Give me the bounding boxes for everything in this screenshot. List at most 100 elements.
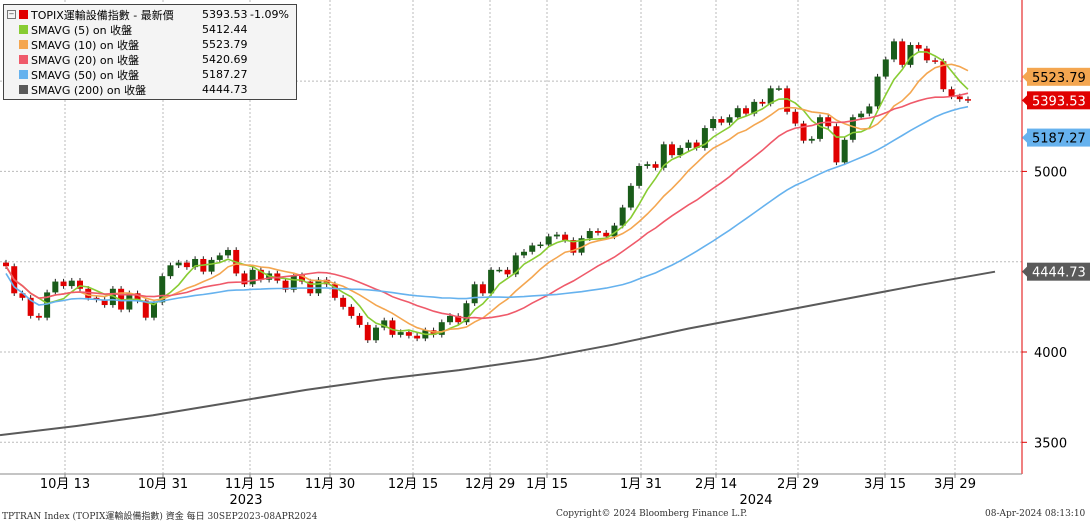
legend-row-sma200: SMAVG (200) on 收盤 4444.73 xyxy=(7,82,292,97)
candle-body xyxy=(282,280,289,290)
candle-body xyxy=(751,101,758,114)
x-tick-label: 2月 14 xyxy=(695,477,737,492)
candle-body xyxy=(405,332,412,336)
x-tick-label: 10月 31 xyxy=(138,477,188,492)
axis-tag-pointer xyxy=(1022,95,1027,106)
candle-body xyxy=(504,269,511,275)
legend-swatch-sma5 xyxy=(19,25,28,34)
candle-body xyxy=(759,101,766,104)
candle-body xyxy=(35,315,42,318)
legend-name-sma50: SMAVG (50) on 收盤 xyxy=(31,68,140,82)
x-tick-label: 12月 29 xyxy=(465,477,515,492)
candle-body xyxy=(77,280,83,289)
candle-body xyxy=(734,108,741,118)
candle-body xyxy=(669,144,675,156)
y-tick-label: 4000 xyxy=(1034,346,1067,361)
candle-body xyxy=(109,288,116,306)
footer-timestamp: 08-Apr-2024 08:13:10 xyxy=(985,509,1086,519)
candle-body xyxy=(216,255,223,260)
legend-change-main: -1.09% xyxy=(250,8,289,21)
legend-value-sma5: 5412.44 xyxy=(202,23,248,36)
axis-tag-label: 5187.27 xyxy=(1032,132,1086,147)
legend-value-sma10: 5523.79 xyxy=(202,38,248,51)
candle-body xyxy=(447,315,453,323)
axis-tag-label: 5393.53 xyxy=(1032,94,1086,109)
candle-body xyxy=(603,232,610,237)
candle-body xyxy=(858,113,865,118)
footer-source: TPTRAN Index (TOPIX運輸設備指數) 資金 每日 30SEP20… xyxy=(2,512,318,522)
axis-tag-bg xyxy=(1027,67,1090,86)
candle-body xyxy=(521,251,527,256)
candle-body xyxy=(800,123,807,141)
candle-body xyxy=(545,236,552,245)
candle-body xyxy=(27,297,34,316)
candle-body xyxy=(965,99,971,101)
candle-body xyxy=(151,302,157,318)
x-tick-label: 10月 13 xyxy=(40,477,90,492)
candle-body xyxy=(134,293,141,301)
candle-body xyxy=(767,88,774,104)
candle-body xyxy=(290,275,297,290)
legend-swatch-main xyxy=(19,10,28,19)
candle-body xyxy=(315,279,322,294)
candle-body xyxy=(915,44,922,49)
candle-body xyxy=(578,238,585,253)
x-tick-label: 11月 15 xyxy=(225,477,275,492)
candle-body xyxy=(891,41,897,60)
legend-name-sma10: SMAVG (10) on 收盤 xyxy=(31,38,140,52)
candle-body xyxy=(652,164,659,168)
candle-body xyxy=(693,142,700,148)
x-tick-label: 3月 15 xyxy=(864,477,906,492)
candle-body xyxy=(923,48,930,61)
candle-body xyxy=(364,324,371,341)
candle-body xyxy=(677,147,684,156)
candle-body xyxy=(882,59,889,77)
candle-body xyxy=(907,44,914,65)
sma200-line xyxy=(0,270,996,437)
candle-body xyxy=(644,164,651,166)
candle-body xyxy=(356,315,363,325)
axis-tag-pointer xyxy=(1022,132,1027,143)
axis-tag-bg xyxy=(1027,91,1090,110)
axis-tag-bg xyxy=(1027,128,1090,147)
year-label: 2023 xyxy=(229,493,262,508)
legend-name-main: TOPIX運輸設備指數 - 最新價 xyxy=(31,8,174,22)
candle-body xyxy=(553,234,560,237)
legend-name-sma20: SMAVG (20) on 收盤 xyxy=(31,53,140,67)
candle-body xyxy=(3,262,9,267)
candle-body xyxy=(348,306,355,316)
candle-body xyxy=(627,185,634,208)
candle-body xyxy=(438,322,445,335)
legend-row-sma10: SMAVG (10) on 收盤 5523.79 xyxy=(7,37,292,52)
candle-body xyxy=(636,165,643,186)
y-tick-label: 5000 xyxy=(1034,165,1067,180)
candle-body xyxy=(817,117,823,139)
axis-tag-pointer xyxy=(1022,266,1027,277)
axis-tag-pointer xyxy=(1022,71,1027,82)
candle-body xyxy=(512,255,519,275)
candle-body xyxy=(792,111,799,124)
candle-body xyxy=(68,280,75,287)
candle-body xyxy=(932,60,939,62)
legend-row-main: − TOPIX運輸設備指數 - 最新價 5393.53 -1.09% xyxy=(7,7,292,22)
candle-body xyxy=(866,106,873,114)
candle-body xyxy=(44,292,51,318)
legend-value-sma50: 5187.27 xyxy=(202,68,248,81)
candle-body xyxy=(899,41,906,65)
candle-body xyxy=(118,288,125,310)
sma10-line xyxy=(5,63,969,333)
axis-tag-label: 4444.73 xyxy=(1032,266,1086,281)
legend-row-sma50: SMAVG (50) on 收盤 5187.27 xyxy=(7,67,292,82)
candle-body xyxy=(808,138,815,141)
candle-body xyxy=(455,315,462,323)
legend-value-sma20: 5420.69 xyxy=(202,53,248,66)
year-label: 2024 xyxy=(739,493,772,508)
candle-body xyxy=(718,119,725,123)
legend-swatch-sma20 xyxy=(19,55,28,64)
candle-body xyxy=(529,245,536,252)
x-tick-label: 1月 31 xyxy=(620,477,662,492)
sma50-line xyxy=(5,105,969,306)
legend-collapse-icon[interactable]: − xyxy=(7,10,16,19)
candle-body xyxy=(241,273,248,285)
